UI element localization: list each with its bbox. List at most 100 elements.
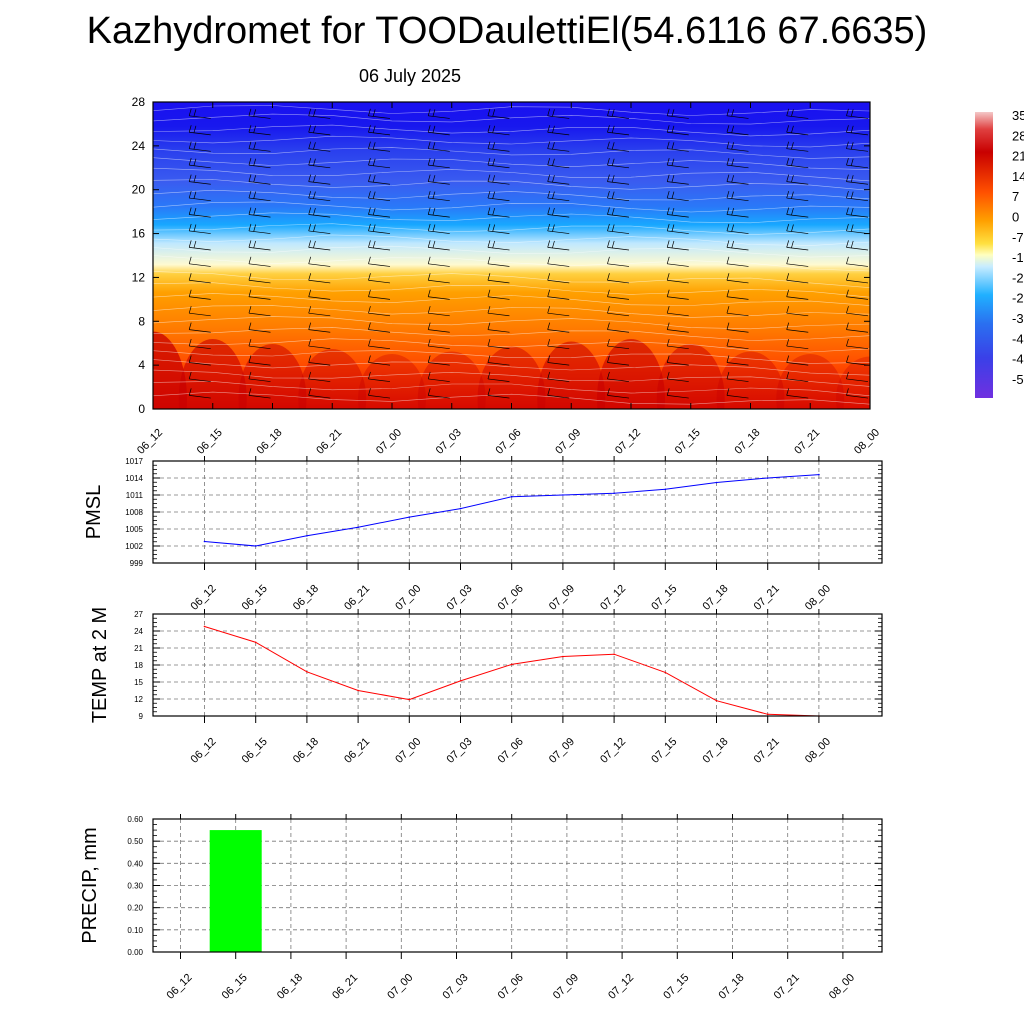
wind-barb-flag <box>188 388 192 396</box>
wind-barb <box>607 214 630 218</box>
wind-barb <box>607 296 630 300</box>
cross-section-y-tick: 0 <box>138 402 145 416</box>
wind-barb <box>308 329 331 333</box>
wind-barb <box>786 148 809 152</box>
x-tick-label: 07_21 <box>772 972 802 1002</box>
wind-barb-flag <box>372 207 376 216</box>
y-tick-label: 1008 <box>125 508 143 517</box>
wind-barb <box>248 395 271 399</box>
wind-barb-flag <box>308 190 312 199</box>
wind-barb-flag <box>492 158 496 166</box>
wind-barb <box>846 378 869 382</box>
x-tick-label: 07_06 <box>496 736 526 766</box>
wind-barb <box>487 247 510 251</box>
wind-barb-flag <box>248 338 252 347</box>
x-tick-label: 07_00 <box>385 972 415 1002</box>
wind-barb-flag <box>427 273 431 281</box>
wind-barb-flag <box>188 158 192 166</box>
wind-barb-flag <box>786 125 790 133</box>
wind-barb <box>487 197 510 202</box>
wind-barb-flag <box>308 273 312 281</box>
x-tick-label: 07_06 <box>496 583 526 613</box>
wind-barb-flag <box>188 322 192 330</box>
wind-barb <box>368 148 391 152</box>
x-tick-label: 07_15 <box>649 736 679 766</box>
wind-barb-flag <box>666 174 670 182</box>
wind-barb-flag <box>368 306 371 314</box>
wind-barb <box>667 345 689 350</box>
wind-barb <box>308 362 331 366</box>
wind-barb <box>308 181 331 185</box>
wind-barb-flag <box>547 273 551 281</box>
x-tick-label: 06_21 <box>342 583 372 613</box>
surface-warm-cell <box>656 344 725 409</box>
wind-barb <box>607 247 630 251</box>
wind-barb-flag <box>791 125 794 133</box>
temperature-contour <box>153 157 870 170</box>
pmsl-point <box>459 507 462 510</box>
wind-barb <box>846 197 869 202</box>
wind-barb <box>189 164 211 169</box>
wind-barb <box>547 230 570 234</box>
x-tick-label: 07_15 <box>649 583 679 613</box>
wind-barb-flag <box>308 240 312 248</box>
wind-barb <box>248 148 271 152</box>
cross-section-y-tick: 16 <box>132 227 146 241</box>
pmsl-point <box>766 477 769 479</box>
wind-barb <box>607 378 630 382</box>
wind-barb <box>547 296 570 300</box>
wind-barb-flag <box>487 273 491 281</box>
wind-barb <box>547 164 570 169</box>
wind-barb <box>428 362 450 366</box>
wind-barb <box>607 115 630 119</box>
wind-barb-flag <box>308 355 312 363</box>
x-tick-label: 06_18 <box>291 736 321 766</box>
wind-barb <box>487 395 510 399</box>
x-tick-label: 07_12 <box>598 736 628 766</box>
wind-barb-flag <box>846 125 849 133</box>
cross-section-y-tick: 8 <box>138 314 145 328</box>
wind-barb-flag <box>427 190 431 199</box>
wind-barb-flag <box>134 175 136 182</box>
wind-barb <box>667 197 689 202</box>
wind-barb-flag <box>253 109 257 117</box>
wind-barb-flag <box>552 207 555 216</box>
wind-barb <box>846 148 869 152</box>
colorbar-label: -2 <box>1012 270 1024 285</box>
wind-barb-flag <box>850 142 854 150</box>
cross-section-x-tick: 06_21 <box>314 427 344 457</box>
x-tick-label: 06_15 <box>240 736 270 766</box>
wind-barb-flag <box>427 158 431 166</box>
wind-barb-flag <box>492 175 496 183</box>
wind-barb <box>726 214 749 218</box>
x-tick-label: 07_09 <box>547 583 577 613</box>
wind-barb-flag <box>487 141 491 149</box>
wind-barb-flag <box>607 273 610 281</box>
wind-barb-flag <box>786 223 790 232</box>
y-tick-label: 0.50 <box>127 837 143 846</box>
wind-barb <box>189 115 211 119</box>
wind-barb-flag <box>547 125 551 133</box>
wind-barb-flag <box>134 241 136 248</box>
wind-barb <box>308 296 331 300</box>
cross-section-x-tick: 07_00 <box>374 427 404 457</box>
wind-barb-flag <box>731 191 735 199</box>
wind-barb-flag <box>313 224 316 232</box>
wind-barb <box>428 247 450 251</box>
wind-barb <box>786 214 809 218</box>
wind-barb-flag <box>850 240 854 249</box>
colorbar: 35 28 21 14 7 0 -7 -1 -2 -2 -3 -4 -4 -5 <box>975 108 1024 398</box>
y-tick-label: 24 <box>134 627 143 636</box>
wind-barb <box>726 263 749 267</box>
wind-barb <box>368 164 391 169</box>
cross-section-x-tick: 07_06 <box>494 427 524 457</box>
wind-barb-flag <box>368 141 371 149</box>
wind-barb-flag <box>188 223 192 232</box>
wind-barb-flag <box>248 322 252 330</box>
wind-barb <box>189 362 211 366</box>
wind-barb-flag <box>487 388 491 396</box>
wind-barb <box>487 329 510 333</box>
wind-barb <box>368 395 391 399</box>
wind-barb-flag <box>547 207 551 215</box>
wind-barb <box>428 378 450 382</box>
